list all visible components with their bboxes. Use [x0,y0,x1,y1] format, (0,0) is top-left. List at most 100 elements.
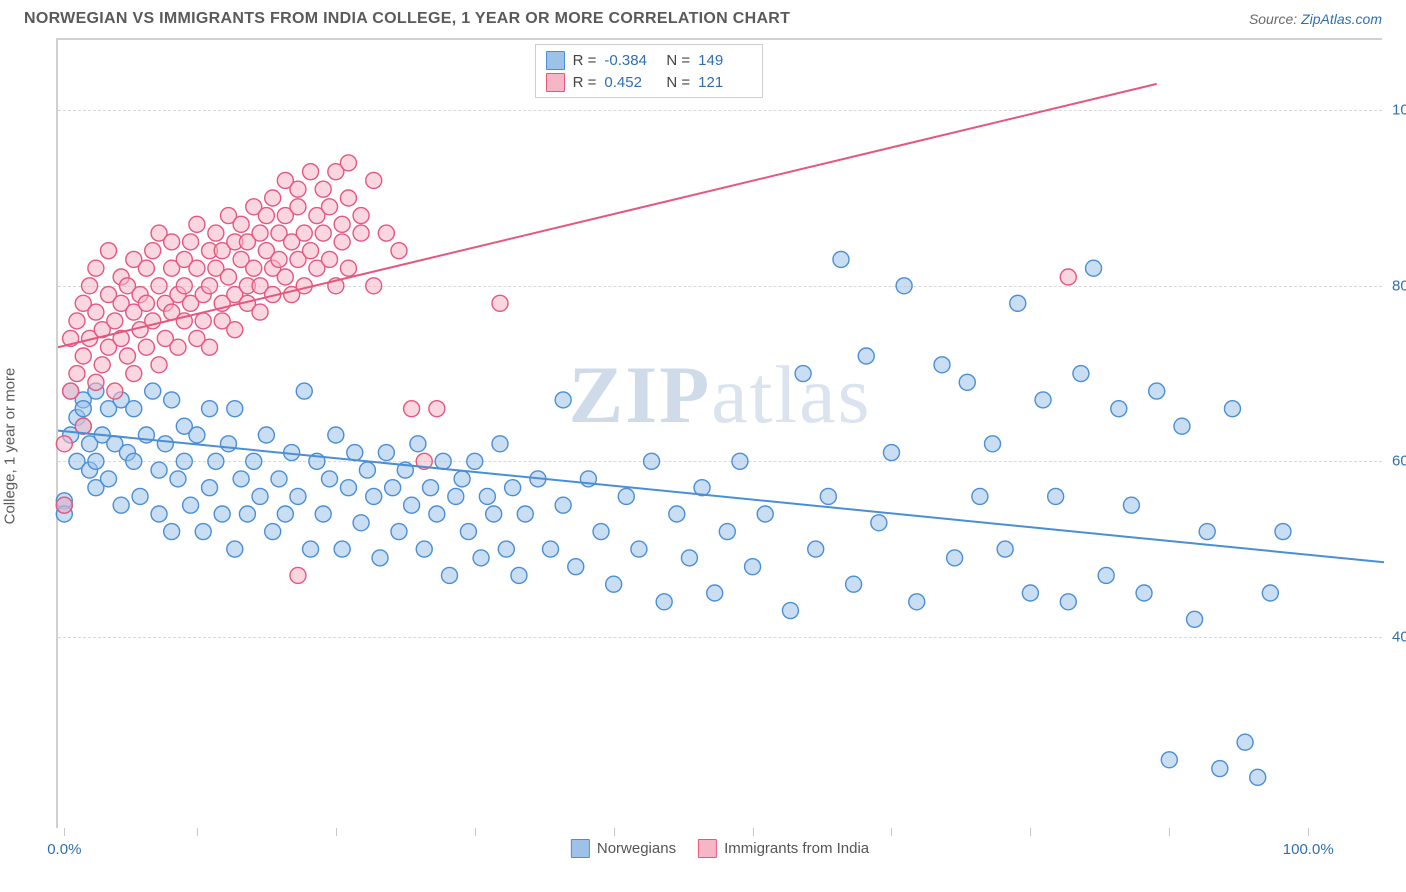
y-tick-label: 60.0% [1392,453,1406,470]
data-point [303,541,319,557]
data-point [1048,488,1064,504]
data-point [1275,524,1291,540]
data-point [385,480,401,496]
data-point [113,497,129,513]
data-point [1073,366,1089,382]
data-point [101,471,117,487]
data-point [505,480,521,496]
data-point [208,225,224,241]
x-tick [891,828,892,836]
data-point [252,488,268,504]
data-point [208,453,224,469]
data-point [296,383,312,399]
data-point [334,541,350,557]
data-point [340,190,356,206]
x-tick [475,828,476,836]
data-point [88,260,104,276]
data-point [1098,567,1114,583]
data-point [126,401,142,417]
data-point [555,392,571,408]
data-point [555,497,571,513]
data-point [1187,611,1203,627]
data-point [75,348,91,364]
data-point [151,506,167,522]
legend-item: Norwegians [571,839,676,858]
data-point [322,251,338,267]
data-point [296,278,312,294]
data-point [202,278,218,294]
x-tick [197,828,198,836]
data-point [1224,401,1240,417]
data-point [959,374,975,390]
chart-title: NORWEGIAN VS IMMIGRANTS FROM INDIA COLLE… [24,10,790,28]
n-label: N = [666,74,690,91]
data-point [277,506,293,522]
data-point [448,488,464,504]
data-point [492,295,508,311]
data-point [883,445,899,461]
data-point [315,506,331,522]
data-point [189,260,205,276]
data-point [467,453,483,469]
data-point [56,436,72,452]
data-point [315,181,331,197]
r-label: R = [573,52,597,69]
data-point [1199,524,1215,540]
data-point [366,278,382,294]
data-point [176,453,192,469]
data-point [934,357,950,373]
data-point [745,559,761,575]
data-point [997,541,1013,557]
data-point [290,567,306,583]
legend-label: Norwegians [597,840,676,857]
data-point [732,453,748,469]
data-point [492,436,508,452]
data-point [391,524,407,540]
data-point [88,304,104,320]
y-tick-label: 100.0% [1392,102,1406,119]
data-point [75,401,91,417]
data-point [246,260,262,276]
data-point [1060,269,1076,285]
data-point [164,234,180,250]
data-point [101,243,117,259]
data-point [846,576,862,592]
data-point [239,506,255,522]
data-point [88,453,104,469]
data-point [372,550,388,566]
data-point [543,541,559,557]
data-point [303,243,319,259]
data-point [359,462,375,478]
data-point [1237,734,1253,750]
data-point [157,436,173,452]
data-point [460,524,476,540]
data-point [1010,295,1026,311]
data-point [227,322,243,338]
x-tick [753,828,754,836]
data-point [265,190,281,206]
y-tick-label: 80.0% [1392,277,1406,294]
source-link[interactable]: ZipAtlas.com [1301,11,1382,27]
data-point [69,366,85,382]
data-point [511,567,527,583]
data-point [631,541,647,557]
data-point [334,234,350,250]
data-point [195,313,211,329]
data-point [82,278,98,294]
data-point [669,506,685,522]
x-tick [64,828,65,836]
plot-area: ZIPatlas 40.0%60.0%80.0%100.0%0.0%100.0%… [56,38,1382,828]
data-point [1161,752,1177,768]
data-point [258,208,274,224]
data-point [227,541,243,557]
data-point [429,506,445,522]
data-point [189,427,205,443]
data-point [707,585,723,601]
r-label: R = [573,74,597,91]
data-point [757,506,773,522]
data-point [220,269,236,285]
data-point [353,225,369,241]
data-point [265,524,281,540]
data-point [328,427,344,443]
data-point [303,164,319,180]
